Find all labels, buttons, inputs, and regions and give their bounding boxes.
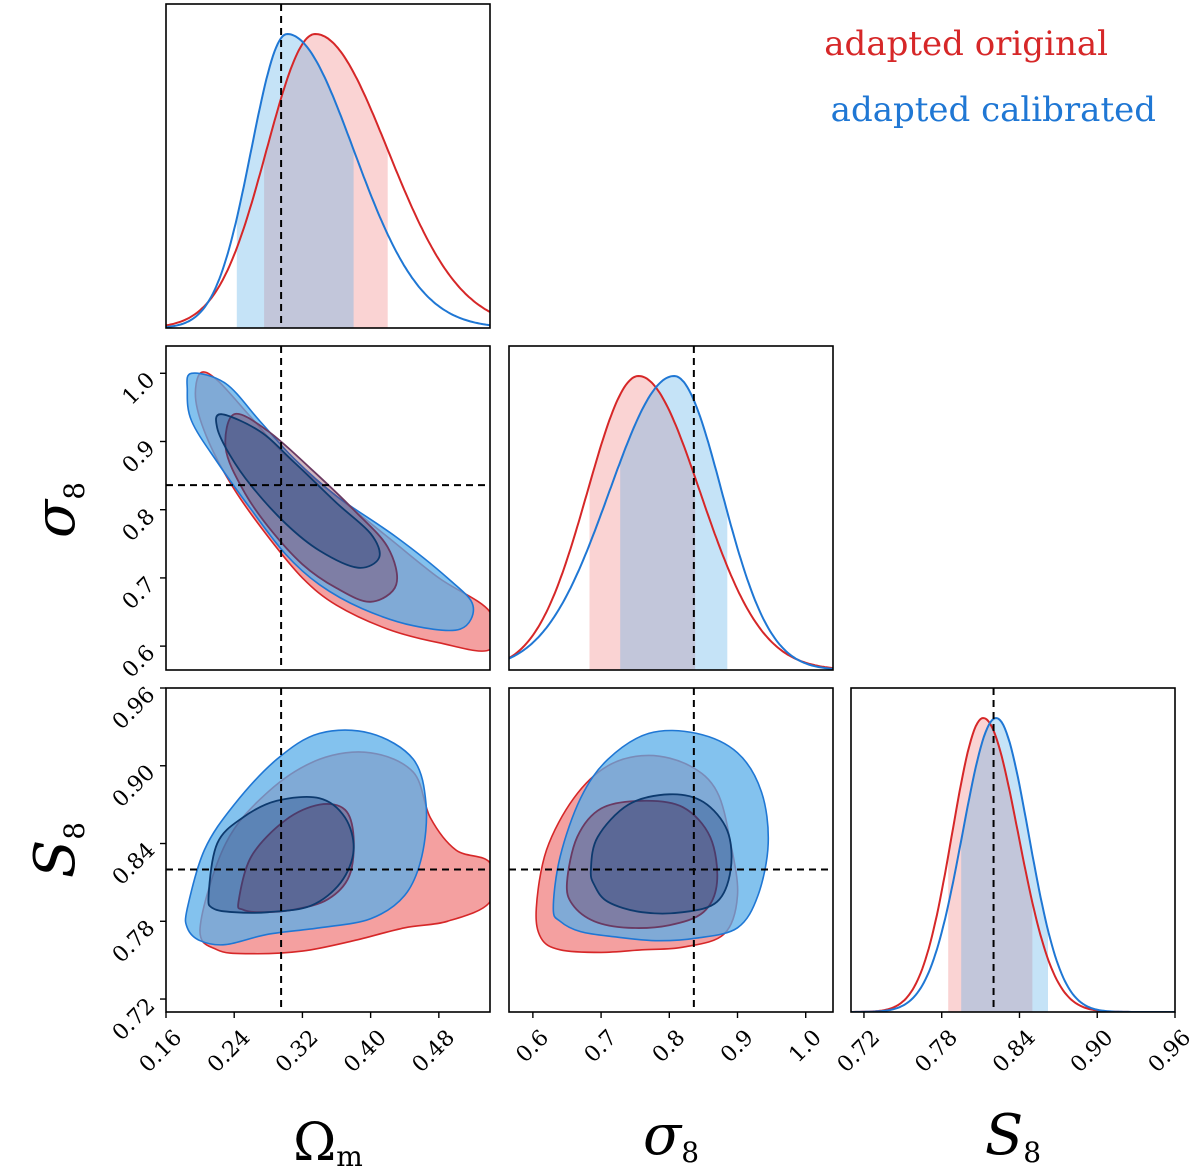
x-tick-label-S8: 0.90 <box>1066 1025 1118 1077</box>
legend: adapted original adapted calibrated <box>824 24 1156 130</box>
x-tick-label-s8: 0.7 <box>580 1025 622 1067</box>
curve-calibrated-Om <box>166 32 490 328</box>
y-label-s-symbol: S <box>23 840 88 878</box>
y-tick-label-S8: 0.90 <box>108 760 160 812</box>
svg-text:S8: S8 <box>23 822 91 878</box>
panel-marginal-sigma-8 <box>508 345 834 671</box>
contours-omega-m-sigma-8 <box>166 346 490 670</box>
y-tick-label-s8: 0.7 <box>118 572 160 614</box>
y-tick-label-s8: 0.8 <box>118 504 160 546</box>
panel-frame <box>165 3 491 329</box>
contours-omega-m-s-8 <box>166 688 490 1012</box>
y-label-sigma-symbol: σ <box>23 498 88 538</box>
x-axis-label-s-8: S8 <box>985 1103 1041 1169</box>
contour-68-calibrated-Om-S8 <box>207 796 355 914</box>
panel-frame <box>508 687 834 1013</box>
svg-text:σ8: σ8 <box>23 482 91 538</box>
panel-contour-omega-m-s-8 <box>165 687 491 1013</box>
x-tick-label-Om: 0.40 <box>339 1025 391 1077</box>
band-original-Om <box>264 34 388 328</box>
panel-frame <box>165 687 491 1013</box>
marginal-omega-m-curves <box>166 4 490 328</box>
contour-68-original-Om-s8 <box>224 412 398 603</box>
x-tick-label-s8: 1.0 <box>784 1025 826 1067</box>
x-label-s-subscript: 8 <box>1023 1136 1041 1169</box>
x-label-omega-symbol: Ω <box>293 1113 336 1173</box>
panel-frame <box>508 345 834 671</box>
y-axis-label-sigma-8: σ8 <box>23 482 91 538</box>
panel-marginal-omega-m <box>165 3 491 329</box>
contour-95-calibrated-Om-S8 <box>184 729 428 946</box>
y-tick-label-s8: 1.0 <box>118 368 160 410</box>
band-calibrated-S8 <box>961 718 1048 1012</box>
x-tick-label-S8: 0.96 <box>1144 1025 1196 1077</box>
x-tick-label-s8: 0.8 <box>648 1025 690 1067</box>
y-tick-label-S8: 0.96 <box>108 683 160 735</box>
panel-contour-sigma-8-s-8 <box>508 687 834 1013</box>
x-tick-label-Om: 0.48 <box>408 1025 460 1077</box>
contours-sigma-8-s-8 <box>509 688 833 1012</box>
x-tick-label-Om: 0.16 <box>135 1025 187 1077</box>
curve-original-Om <box>166 32 490 327</box>
y-label-s-subscript: 8 <box>58 822 91 840</box>
panel-marginal-s-8 <box>850 687 1176 1013</box>
x-label-sigma-symbol: σ <box>643 1103 683 1168</box>
marginal-sigma-8-curves <box>509 346 833 670</box>
band-calibrated-s8 <box>620 376 728 670</box>
x-tick-label-S8: 0.78 <box>911 1025 963 1077</box>
x-axis-label-sigma-8: σ8 <box>643 1103 699 1169</box>
x-label-sigma-subscript: 8 <box>681 1136 699 1169</box>
y-label-sigma-subscript: 8 <box>58 482 91 500</box>
x-tick-label-s8: 0.6 <box>512 1025 554 1067</box>
band-original-S8 <box>948 718 1033 1012</box>
contour-68-original-s8-S8 <box>565 799 719 929</box>
y-tick-label-S8: 0.78 <box>108 916 160 968</box>
band-original-s8 <box>589 376 696 670</box>
curve-original-s8 <box>509 374 833 669</box>
y-axis-label-s-8: S8 <box>23 822 91 878</box>
x-label-omega-subscript: m <box>336 1140 363 1173</box>
curve-calibrated-s8 <box>509 374 833 670</box>
x-axis-label-omega-m: Ωm <box>293 1113 363 1173</box>
x-tick-label-S8: 0.72 <box>833 1025 885 1077</box>
contour-68-calibrated-Om-s8 <box>215 413 381 569</box>
y-tick-label-S8: 0.84 <box>108 838 160 890</box>
panel-contour-omega-m-sigma-8 <box>165 345 491 671</box>
panel-frame <box>850 687 1176 1013</box>
legend-entry-calibrated: adapted calibrated <box>831 90 1156 130</box>
x-label-s-symbol: S <box>985 1103 1023 1168</box>
y-tick-label-s8: 0.9 <box>118 436 160 478</box>
marginal-s-8-curves <box>851 688 1175 1012</box>
panel-frame <box>165 345 491 671</box>
y-tick-label-s8: 0.6 <box>118 641 160 683</box>
contour-95-calibrated-s8-S8 <box>552 729 770 942</box>
x-tick-label-s8: 0.9 <box>716 1025 758 1067</box>
y-tick-label-S8: 0.72 <box>108 994 160 1046</box>
legend-entry-original: adapted original <box>824 24 1108 64</box>
x-tick-label-Om: 0.32 <box>271 1025 323 1077</box>
x-tick-label-Om: 0.24 <box>203 1025 255 1077</box>
contour-95-calibrated-Om-s8 <box>186 372 475 632</box>
band-calibrated-Om <box>236 34 354 328</box>
x-tick-label-S8: 0.84 <box>988 1025 1040 1077</box>
